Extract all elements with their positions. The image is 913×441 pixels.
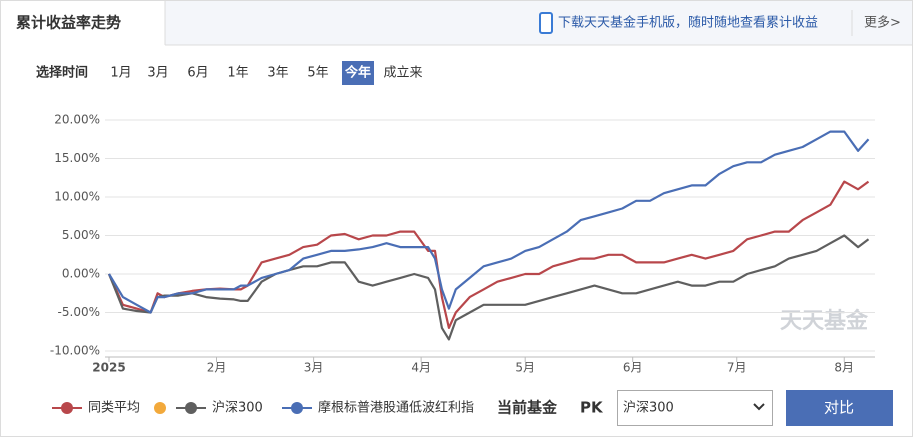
y-tick-label: 20.00%	[54, 113, 100, 127]
time-button-active[interactable]	[342, 61, 374, 85]
compare-button[interactable]	[786, 390, 893, 426]
x-tick-label: 4月	[411, 361, 431, 375]
legend-dot[interactable]	[291, 402, 303, 414]
y-tick-label: 10.00%	[54, 190, 100, 204]
x-tick-label: 8月	[834, 361, 854, 375]
time-button[interactable]: 3年	[267, 66, 288, 81]
x-tick-label: 5月	[515, 361, 535, 375]
app-link[interactable]: 下载天天基金手机版，随时随地查看累计收益	[558, 15, 818, 31]
more-link[interactable]: 更多>	[864, 15, 901, 31]
time-button[interactable]: 成立来	[383, 66, 422, 81]
time-button[interactable]: 今年	[344, 65, 371, 81]
time-label: 选择时间	[36, 65, 88, 81]
x-tick-label: 6月	[623, 361, 643, 375]
x-tick-label: 3月	[304, 361, 324, 375]
legend-label[interactable]: 摩根标普港股通低波红利指	[318, 400, 474, 416]
current-fund: 当前基金	[497, 399, 558, 417]
select[interactable]	[617, 390, 773, 426]
pk: PK	[580, 399, 604, 417]
legend-dot[interactable]	[61, 402, 73, 414]
watermark: 天天基金	[780, 308, 869, 334]
header-bar	[165, 1, 912, 45]
time-button[interactable]: 6月	[187, 66, 208, 81]
compare-button-label[interactable]: 对比	[824, 399, 854, 417]
legend-label[interactable]: 同类平均	[88, 401, 140, 416]
time-button[interactable]: 1年	[227, 66, 248, 81]
y-tick-label: 5.00%	[62, 228, 100, 242]
help-icon[interactable]	[154, 402, 166, 414]
select-value[interactable]: 沪深300	[623, 400, 674, 416]
x-tick-label: 2025	[92, 361, 125, 375]
tab[interactable]: 累计收益率走势	[16, 14, 121, 32]
select-arrow	[753, 403, 765, 411]
x-tick-label: 7月	[727, 361, 747, 375]
legend-dot[interactable]	[185, 402, 197, 414]
series-line	[108, 130, 870, 314]
y-tick-label: -10.00%	[50, 344, 100, 358]
legend-label[interactable]: 沪深300	[212, 400, 263, 416]
time-button[interactable]: 3月	[147, 66, 168, 81]
y-tick-label: -5.00%	[58, 305, 100, 319]
series-line	[107, 234, 870, 341]
phone-icon	[539, 12, 553, 34]
time-button[interactable]: 5年	[307, 66, 328, 81]
time-button[interactable]: 1月	[110, 66, 131, 81]
y-tick-label: 15.00%	[54, 151, 100, 165]
y-tick-label: 0.00%	[62, 267, 100, 281]
x-tick-label: 2月	[207, 361, 227, 375]
